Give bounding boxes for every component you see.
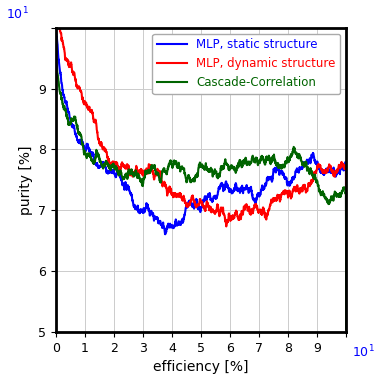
- Line: MLP, dynamic structure: MLP, dynamic structure: [56, 0, 346, 329]
- MLP, dynamic structure: [336, 168, 340, 173]
- MLP, static structure: [336, 169, 340, 174]
- Legend: MLP, static structure, MLP, dynamic structure, Cascade-Correlation: MLP, static structure, MLP, dynamic stru…: [152, 33, 340, 94]
- MLP, dynamic structure: [68, 63, 73, 67]
- MLP, dynamic structure: [187, 202, 192, 206]
- Cascade-Correlation: [187, 176, 192, 180]
- MLP, static structure: [68, 120, 73, 125]
- Cascade-Correlation: [344, 327, 348, 331]
- MLP, static structure: [344, 327, 348, 331]
- Text: 10$^1$: 10$^1$: [6, 6, 28, 22]
- MLP, dynamic structure: [195, 203, 200, 207]
- Y-axis label: purity [%]: purity [%]: [19, 145, 33, 215]
- Cascade-Correlation: [282, 165, 287, 169]
- MLP, dynamic structure: [282, 191, 287, 195]
- MLP, dynamic structure: [344, 327, 348, 331]
- MLP, static structure: [282, 174, 287, 179]
- MLP, static structure: [54, 25, 58, 30]
- MLP, static structure: [187, 200, 192, 204]
- Cascade-Correlation: [336, 193, 340, 197]
- MLP, dynamic structure: [336, 168, 340, 172]
- MLP, static structure: [335, 169, 340, 174]
- Line: MLP, static structure: MLP, static structure: [56, 28, 346, 329]
- Cascade-Correlation: [335, 193, 340, 198]
- Cascade-Correlation: [54, 25, 58, 30]
- MLP, dynamic structure: [54, 25, 58, 30]
- X-axis label: efficiency [%]: efficiency [%]: [153, 361, 249, 374]
- MLP, static structure: [195, 198, 199, 203]
- Cascade-Correlation: [68, 122, 73, 127]
- Cascade-Correlation: [195, 171, 199, 176]
- Text: 10$^1$: 10$^1$: [352, 343, 374, 360]
- Line: Cascade-Correlation: Cascade-Correlation: [56, 28, 346, 329]
